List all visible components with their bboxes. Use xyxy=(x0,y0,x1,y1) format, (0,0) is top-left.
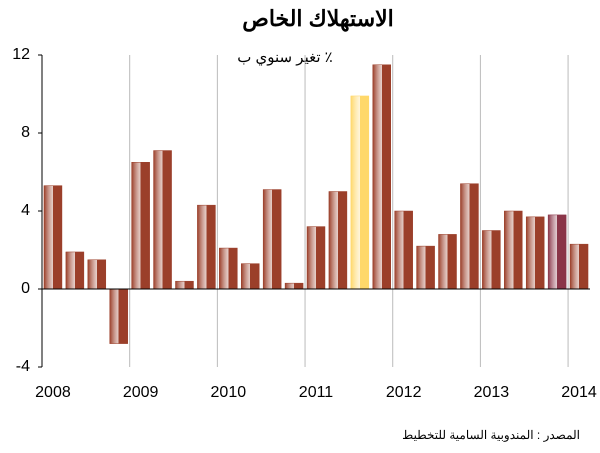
bar xyxy=(438,234,457,290)
bar xyxy=(306,226,326,290)
source-note: المصدر : المندوبية السامية للتخطيط xyxy=(402,428,580,442)
x-tick-label: 2012 xyxy=(386,384,422,401)
bar xyxy=(262,189,282,290)
chart-subtitle: تغير سنوي ب ٪ xyxy=(237,49,333,66)
bar xyxy=(131,162,150,290)
bar xyxy=(241,263,260,290)
x-tick-label: 2009 xyxy=(123,384,159,401)
bar xyxy=(460,183,479,290)
chart-title: الاستهلاك الخاص xyxy=(242,6,394,32)
bar xyxy=(504,210,523,290)
y-tick-label: 4 xyxy=(21,202,30,219)
bar xyxy=(43,185,63,290)
y-tick-label: 12 xyxy=(12,46,30,63)
bar xyxy=(87,259,107,290)
x-tick-label: 2008 xyxy=(35,384,71,401)
y-tick-label: -4 xyxy=(16,358,30,375)
bar xyxy=(569,243,589,290)
bar xyxy=(328,191,348,290)
x-tick-label: 2013 xyxy=(474,384,510,401)
bar xyxy=(197,204,216,290)
bar xyxy=(394,210,413,290)
bar xyxy=(284,282,304,290)
bar xyxy=(525,216,545,290)
bar xyxy=(219,247,238,290)
y-tick-label: 8 xyxy=(21,124,30,141)
bar xyxy=(109,288,128,344)
x-tick-label: 2010 xyxy=(211,384,247,401)
x-tick-label: 2011 xyxy=(299,384,334,401)
bar xyxy=(65,251,85,290)
bar xyxy=(482,230,501,290)
bar xyxy=(416,245,435,290)
bar xyxy=(153,150,172,290)
x-tick-label: 2014 xyxy=(561,384,597,401)
bar xyxy=(350,95,370,290)
bar xyxy=(547,214,567,290)
bar xyxy=(372,64,391,290)
y-tick-label: 0 xyxy=(21,280,30,297)
bar xyxy=(175,280,194,290)
